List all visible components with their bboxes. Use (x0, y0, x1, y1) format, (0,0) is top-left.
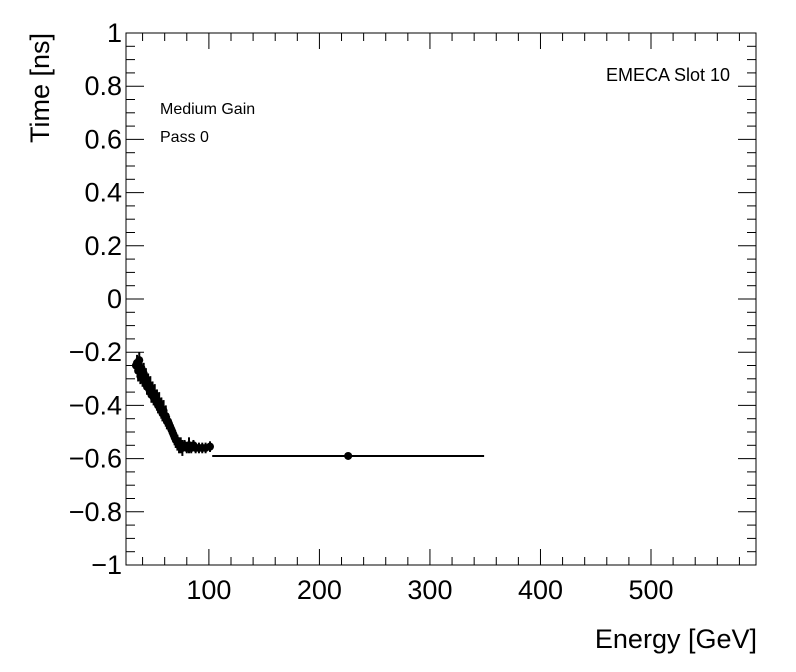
y-tick-label: 0.6 (84, 124, 122, 154)
y-tick-label: 0.4 (84, 178, 122, 208)
axis-ticks (126, 32, 756, 566)
y-tick-label: 0 (107, 284, 122, 314)
y-tick-label: 0.8 (84, 71, 122, 101)
annotation-slot: EMECA Slot 10 (606, 65, 730, 85)
y-tick-label: −1 (91, 550, 122, 580)
y-tick-label: −0.8 (69, 497, 122, 527)
x-tick-label: 100 (186, 575, 231, 605)
data-point (344, 451, 353, 460)
annotation-pass: Pass 0 (160, 129, 209, 146)
y-tick-label: 0.2 (84, 231, 122, 261)
y-tick-label: −0.6 (69, 444, 122, 474)
x-tick-label: 500 (628, 575, 673, 605)
data-markers (131, 352, 485, 460)
tick-labels: 100 200 300 400 500 −1 −0.8 −0.6 −0.4 −0.2 0 0.2 0.4… (69, 18, 674, 605)
y-axis-label: Time [ns] (25, 33, 55, 143)
y-tick-label: −0.2 (69, 337, 122, 367)
annotation-gain: Medium Gain (160, 101, 255, 118)
y-tick-label: 1 (107, 18, 122, 48)
data-point (206, 442, 214, 451)
x-tick-label: 400 (518, 575, 563, 605)
x-axis-label: Energy [GeV] (595, 624, 757, 654)
y-tick-label: −0.4 (69, 390, 122, 420)
x-tick-label: 200 (297, 575, 342, 605)
x-tick-label: 300 (407, 575, 452, 605)
